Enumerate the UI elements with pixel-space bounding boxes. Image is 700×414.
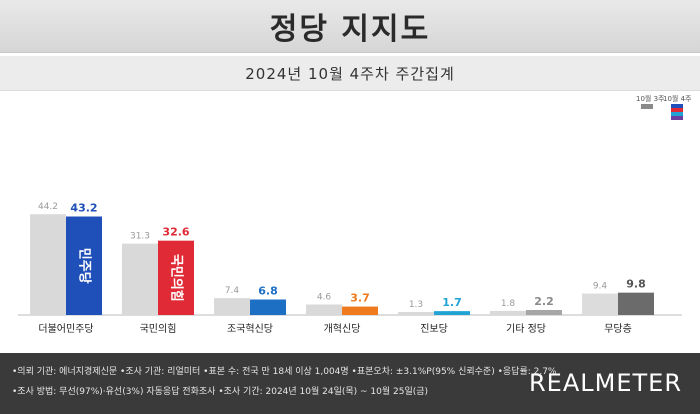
footer-note-line2: •조사 방법: 무선(97%)·유선(3%) 자동응답 전화조사 •조사 기간:…: [12, 387, 429, 397]
legend-curr-swatch-red: [671, 108, 683, 112]
data-label-curr-4: 1.7: [442, 296, 462, 309]
bar-curr-6: [618, 292, 654, 315]
legend-curr-label: 10월 4주: [663, 95, 692, 103]
data-label-curr-1: 32.6: [162, 226, 189, 239]
bar-curr-1: [158, 240, 194, 315]
category-label-3: 개혁신당: [324, 323, 361, 335]
bar-prev-3: [306, 304, 342, 315]
category-label-2: 조국혁신당: [227, 323, 273, 335]
data-label-prev-5: 1.8: [501, 299, 516, 309]
data-label-curr-0: 43.2: [70, 202, 97, 215]
footer-panel: •의뢰 기관: 에너지경제신문 •조사 기관: 리얼미터 •표본 수: 전국 만…: [0, 353, 700, 414]
data-label-prev-1: 31.3: [130, 232, 150, 242]
category-label-6: 무당층: [604, 323, 632, 335]
bar-prev-0: [30, 214, 66, 315]
category-label-1: 국민의힘: [140, 323, 177, 335]
category-label-5: 기타 정당: [506, 323, 546, 335]
legend-prev-swatch: [641, 104, 653, 109]
subtitle-bar: 2024년 10월 4주차 주간집계: [0, 56, 700, 91]
bar-curr-3: [342, 306, 378, 315]
page-subtitle: 2024년 10월 4주차 주간집계: [245, 65, 455, 83]
bar-prev-6: [582, 293, 618, 315]
data-label-prev-2: 7.4: [225, 286, 240, 296]
data-label-curr-6: 9.8: [626, 278, 646, 291]
data-label-curr-3: 3.7: [350, 292, 370, 305]
legend-curr-swatch-cyan: [671, 112, 683, 116]
category-label-0: 더불어민주당: [38, 323, 93, 335]
data-label-prev-4: 1.3: [409, 300, 423, 310]
data-label-curr-5: 2.2: [534, 295, 554, 308]
bar-prev-5: [490, 310, 526, 315]
data-label-prev-3: 4.6: [317, 293, 332, 303]
bar-prev-4: [398, 312, 434, 315]
data-label-prev-0: 44.2: [38, 202, 58, 212]
bar-prev-2: [214, 298, 250, 315]
data-label-curr-2: 6.8: [258, 284, 278, 297]
legend-prev-label: 10월 3주: [636, 95, 665, 103]
data-label-prev-6: 9.4: [593, 282, 608, 292]
legend-curr-swatch-purple: [671, 116, 683, 120]
legend-curr-swatch-blue: [671, 104, 683, 108]
category-label-4: 진보당: [420, 323, 448, 335]
footer-note-line1: •의뢰 기관: 에너지경제신문 •조사 기관: 리얼미터 •표본 수: 전국 만…: [12, 367, 557, 377]
page-title: 정당 지지도: [269, 12, 431, 47]
bar-curr-5: [526, 309, 562, 315]
bar-prev-1: [122, 243, 158, 315]
brand-logo: REALMETER: [529, 369, 682, 397]
bar-curr-0: [66, 216, 102, 315]
bar-inner-label-0: 민주당: [77, 248, 93, 284]
bar-inner-label-1: 국민의힘: [169, 254, 185, 302]
bar-curr-2: [250, 299, 286, 315]
bar-curr-4: [434, 311, 470, 315]
header-banner: 정당 지지도: [0, 0, 700, 53]
